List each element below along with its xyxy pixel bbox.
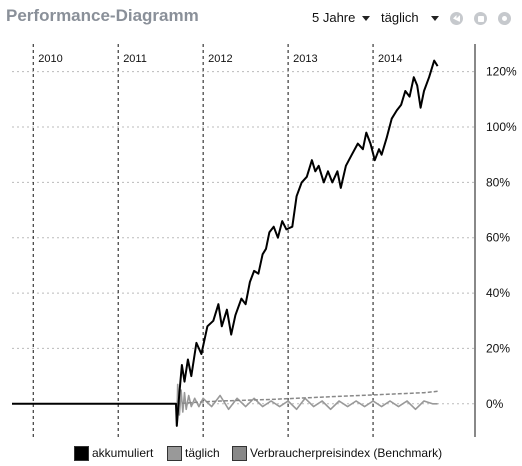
y-tick-label: 120% (486, 65, 517, 79)
save-icon[interactable] (474, 12, 487, 25)
x-year-label: 2014 (378, 53, 402, 65)
performance-chart: 2010 2011 2012 2013 2014 0% 20% 40% 60% 80% 100% 1… (12, 44, 517, 437)
chart-header: Performance-Diagramm 5 Jahre täglich (0, 0, 522, 36)
x-year-label: 2012 (208, 53, 232, 65)
chart-title: Performance-Diagramm (6, 6, 199, 25)
legend-swatch-benchmark (232, 445, 247, 461)
legend-item-daily[interactable]: täglich (167, 444, 220, 462)
y-tick-label: 100% (486, 120, 517, 134)
y-tick-label: 0% (486, 397, 504, 411)
series-line-0 (12, 59, 439, 427)
x-year-label: 2013 (293, 53, 317, 65)
y-tick-label: 20% (486, 341, 510, 355)
rewind-icon[interactable] (450, 12, 463, 25)
legend-item-benchmark[interactable]: Verbraucherpreisindex (Benchmark) (232, 444, 442, 462)
legend-swatch-daily (167, 445, 182, 461)
year-lines: 2010 2011 2012 2013 2014 (32, 44, 403, 437)
x-year-label: 2010 (38, 53, 62, 65)
chevron-down-icon (431, 16, 439, 21)
chevron-down-icon (362, 16, 370, 21)
legend-item-accumulated[interactable]: akkumuliert (74, 444, 153, 462)
legend-label-accumulated: akkumuliert (92, 446, 154, 460)
y-axis: 0% 20% 40% 60% 80% 100% 120% (474, 44, 517, 437)
chart-legend: akkumuliert täglich Verbraucherpreisinde… (0, 444, 522, 464)
settings-icon[interactable] (498, 12, 511, 25)
interval-dropdown[interactable]: täglich (381, 10, 439, 28)
y-tick-label: 40% (486, 286, 510, 300)
legend-label-daily: täglich (185, 446, 220, 460)
legend-swatch-accumulated (74, 445, 89, 461)
x-year-label: 2011 (123, 53, 147, 65)
grid-lines (12, 71, 475, 405)
legend-label-benchmark: Verbraucherpreisindex (Benchmark) (250, 446, 443, 460)
y-tick-label: 80% (486, 175, 510, 189)
interval-dropdown-value: täglich (381, 10, 419, 25)
y-tick-label: 60% (486, 231, 510, 245)
series-line-2 (175, 390, 438, 405)
period-dropdown[interactable]: 5 Jahre (312, 10, 370, 28)
series-lines (12, 59, 439, 427)
period-dropdown-value: 5 Jahre (312, 10, 356, 25)
